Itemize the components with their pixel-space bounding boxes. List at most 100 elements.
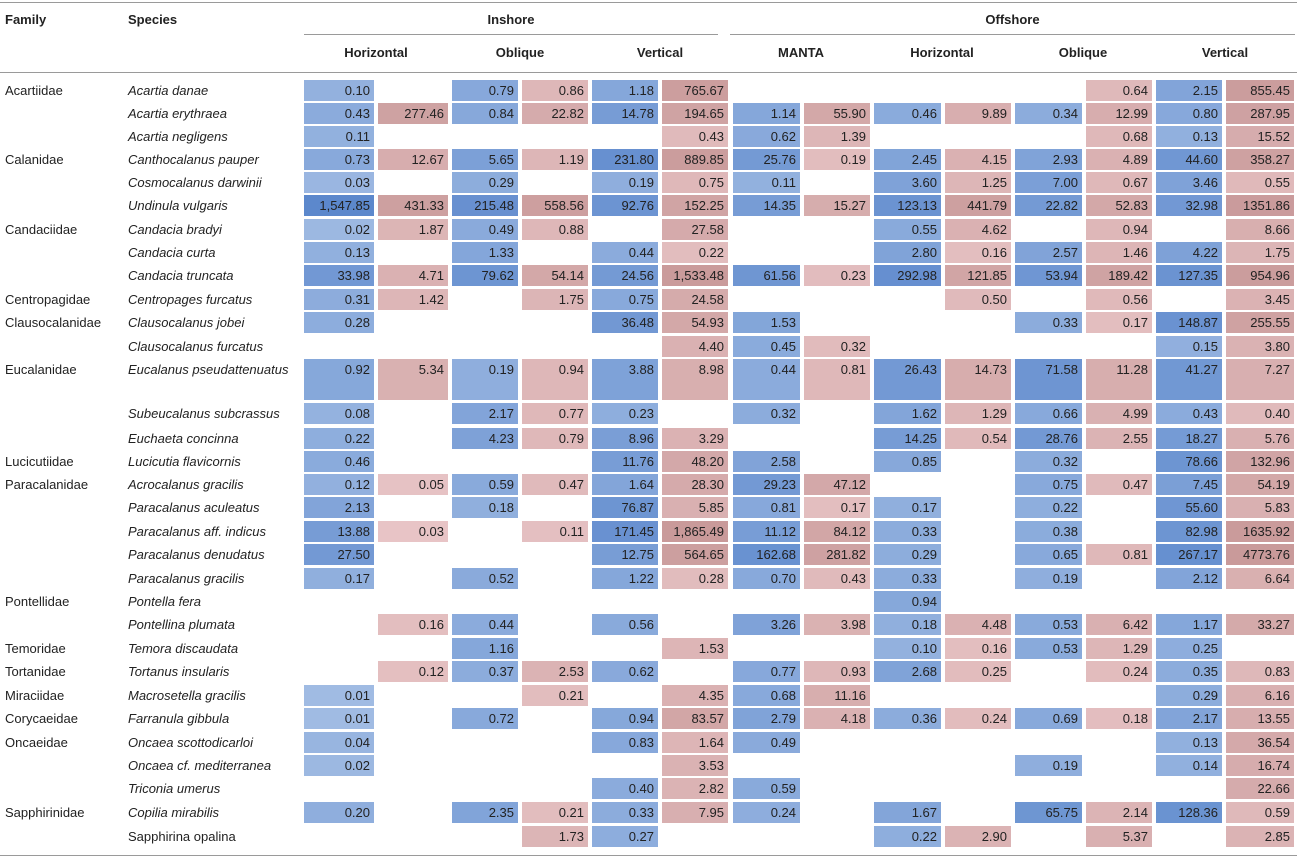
value-cell: 5.85: [662, 497, 728, 518]
value-cell: 0.22: [874, 826, 941, 847]
value-cell: 0.12: [304, 474, 374, 495]
value-cell: 0.32: [733, 403, 800, 424]
value-cell: 4.40: [662, 336, 728, 357]
value-cell: 2.79: [733, 708, 800, 729]
value-cell: 7.45: [1156, 474, 1222, 495]
value-cell: 277.46: [378, 103, 448, 124]
species-cell: Euchaeta concinna: [128, 431, 239, 446]
value-cell: 152.25: [662, 195, 728, 216]
value-cell: 0.20: [304, 802, 374, 823]
value-cell: 1.16: [452, 638, 518, 659]
value-cell: 14.78: [592, 103, 658, 124]
value-cell: 1.53: [662, 638, 728, 659]
value-cell: 2.85: [1226, 826, 1294, 847]
value-cell: 54.93: [662, 312, 728, 333]
value-cell: 0.45: [733, 336, 800, 357]
value-cell: 16.74: [1226, 755, 1294, 776]
value-cell: 0.04: [304, 732, 374, 753]
value-cell: 28.76: [1015, 428, 1082, 449]
value-cell: 0.23: [592, 403, 658, 424]
family-cell: Temoridae: [5, 641, 66, 656]
value-cell: 0.29: [1156, 685, 1222, 706]
value-cell: 29.23: [733, 474, 800, 495]
value-cell: 954.96: [1226, 265, 1294, 286]
value-cell: 0.37: [452, 661, 518, 682]
value-cell: 0.53: [1015, 638, 1082, 659]
value-cell: 0.47: [522, 474, 588, 495]
value-cell: 83.57: [662, 708, 728, 729]
species-cell: Acartia erythraea: [128, 106, 227, 121]
value-cell: 0.19: [1015, 755, 1082, 776]
value-cell: 8.96: [592, 428, 658, 449]
top-rule: [0, 2, 1297, 3]
value-cell: 0.59: [452, 474, 518, 495]
value-cell: 22.82: [1015, 195, 1082, 216]
value-cell: 0.85: [874, 451, 941, 472]
value-cell: 27.58: [662, 219, 728, 240]
value-cell: 132.96: [1226, 451, 1294, 472]
species-cell: Oncaea scottodicarloi: [128, 735, 254, 750]
species-cell: Tortanus insularis: [128, 664, 230, 679]
value-cell: 0.33: [592, 802, 658, 823]
value-cell: 5.76: [1226, 428, 1294, 449]
value-cell: 4.62: [945, 219, 1011, 240]
value-cell: 0.75: [1015, 474, 1082, 495]
value-cell: 0.02: [304, 219, 374, 240]
value-cell: 8.98: [662, 359, 728, 400]
value-cell: 0.32: [804, 336, 870, 357]
species-cell: Triconia umerus: [128, 781, 221, 796]
value-cell: 5.83: [1226, 497, 1294, 518]
value-cell: 1,547.85: [304, 195, 374, 216]
family-cell: Clausocalanidae: [5, 315, 102, 330]
value-cell: 0.21: [522, 685, 588, 706]
value-cell: 0.55: [1226, 172, 1294, 193]
value-cell: 11.76: [592, 451, 658, 472]
value-cell: 123.13: [874, 195, 941, 216]
value-cell: 0.14: [1156, 755, 1222, 776]
value-cell: 24.56: [592, 265, 658, 286]
value-cell: 255.55: [1226, 312, 1294, 333]
value-cell: 0.28: [662, 568, 728, 589]
value-cell: 3.26: [733, 614, 800, 635]
value-cell: 1.62: [874, 403, 941, 424]
value-cell: 0.77: [522, 403, 588, 424]
value-cell: 4.89: [1086, 149, 1152, 170]
value-cell: 1.75: [1226, 242, 1294, 263]
value-cell: 28.30: [662, 474, 728, 495]
value-cell: 0.66: [1015, 403, 1082, 424]
value-cell: 889.85: [662, 149, 728, 170]
value-cell: 189.42: [1086, 265, 1152, 286]
species-cell: Lucicutia flavicornis: [128, 454, 241, 469]
offshore-rule: [730, 34, 1295, 35]
value-cell: 78.66: [1156, 451, 1222, 472]
value-cell: 2.14: [1086, 802, 1152, 823]
header-offshore-oblique: Oblique: [1058, 45, 1108, 60]
value-cell: 4.99: [1086, 403, 1152, 424]
value-cell: 54.19: [1226, 474, 1294, 495]
value-cell: 0.15: [1156, 336, 1222, 357]
value-cell: 7.00: [1015, 172, 1082, 193]
value-cell: 0.13: [1156, 126, 1222, 147]
value-cell: 44.60: [1156, 149, 1222, 170]
value-cell: 1.14: [733, 103, 800, 124]
value-cell: 0.29: [874, 544, 941, 565]
species-cell: Candacia truncata: [128, 268, 234, 283]
species-cell: Subeucalanus subcrassus: [128, 406, 280, 421]
value-cell: 0.16: [945, 242, 1011, 263]
header-offshore-vertical: Vertical: [1201, 45, 1249, 60]
value-cell: 4.71: [378, 265, 448, 286]
value-cell: 127.35: [1156, 265, 1222, 286]
value-cell: 0.33: [874, 521, 941, 542]
value-cell: 0.13: [304, 242, 374, 263]
value-cell: 0.69: [1015, 708, 1082, 729]
value-cell: 55.60: [1156, 497, 1222, 518]
value-cell: 1.53: [733, 312, 800, 333]
value-cell: 0.73: [304, 149, 374, 170]
value-cell: 0.29: [452, 172, 518, 193]
value-cell: 0.13: [1156, 732, 1222, 753]
value-cell: 0.40: [592, 778, 658, 799]
value-cell: 0.05: [378, 474, 448, 495]
value-cell: 0.80: [1156, 103, 1222, 124]
value-cell: 0.36: [874, 708, 941, 729]
value-cell: 0.68: [733, 685, 800, 706]
